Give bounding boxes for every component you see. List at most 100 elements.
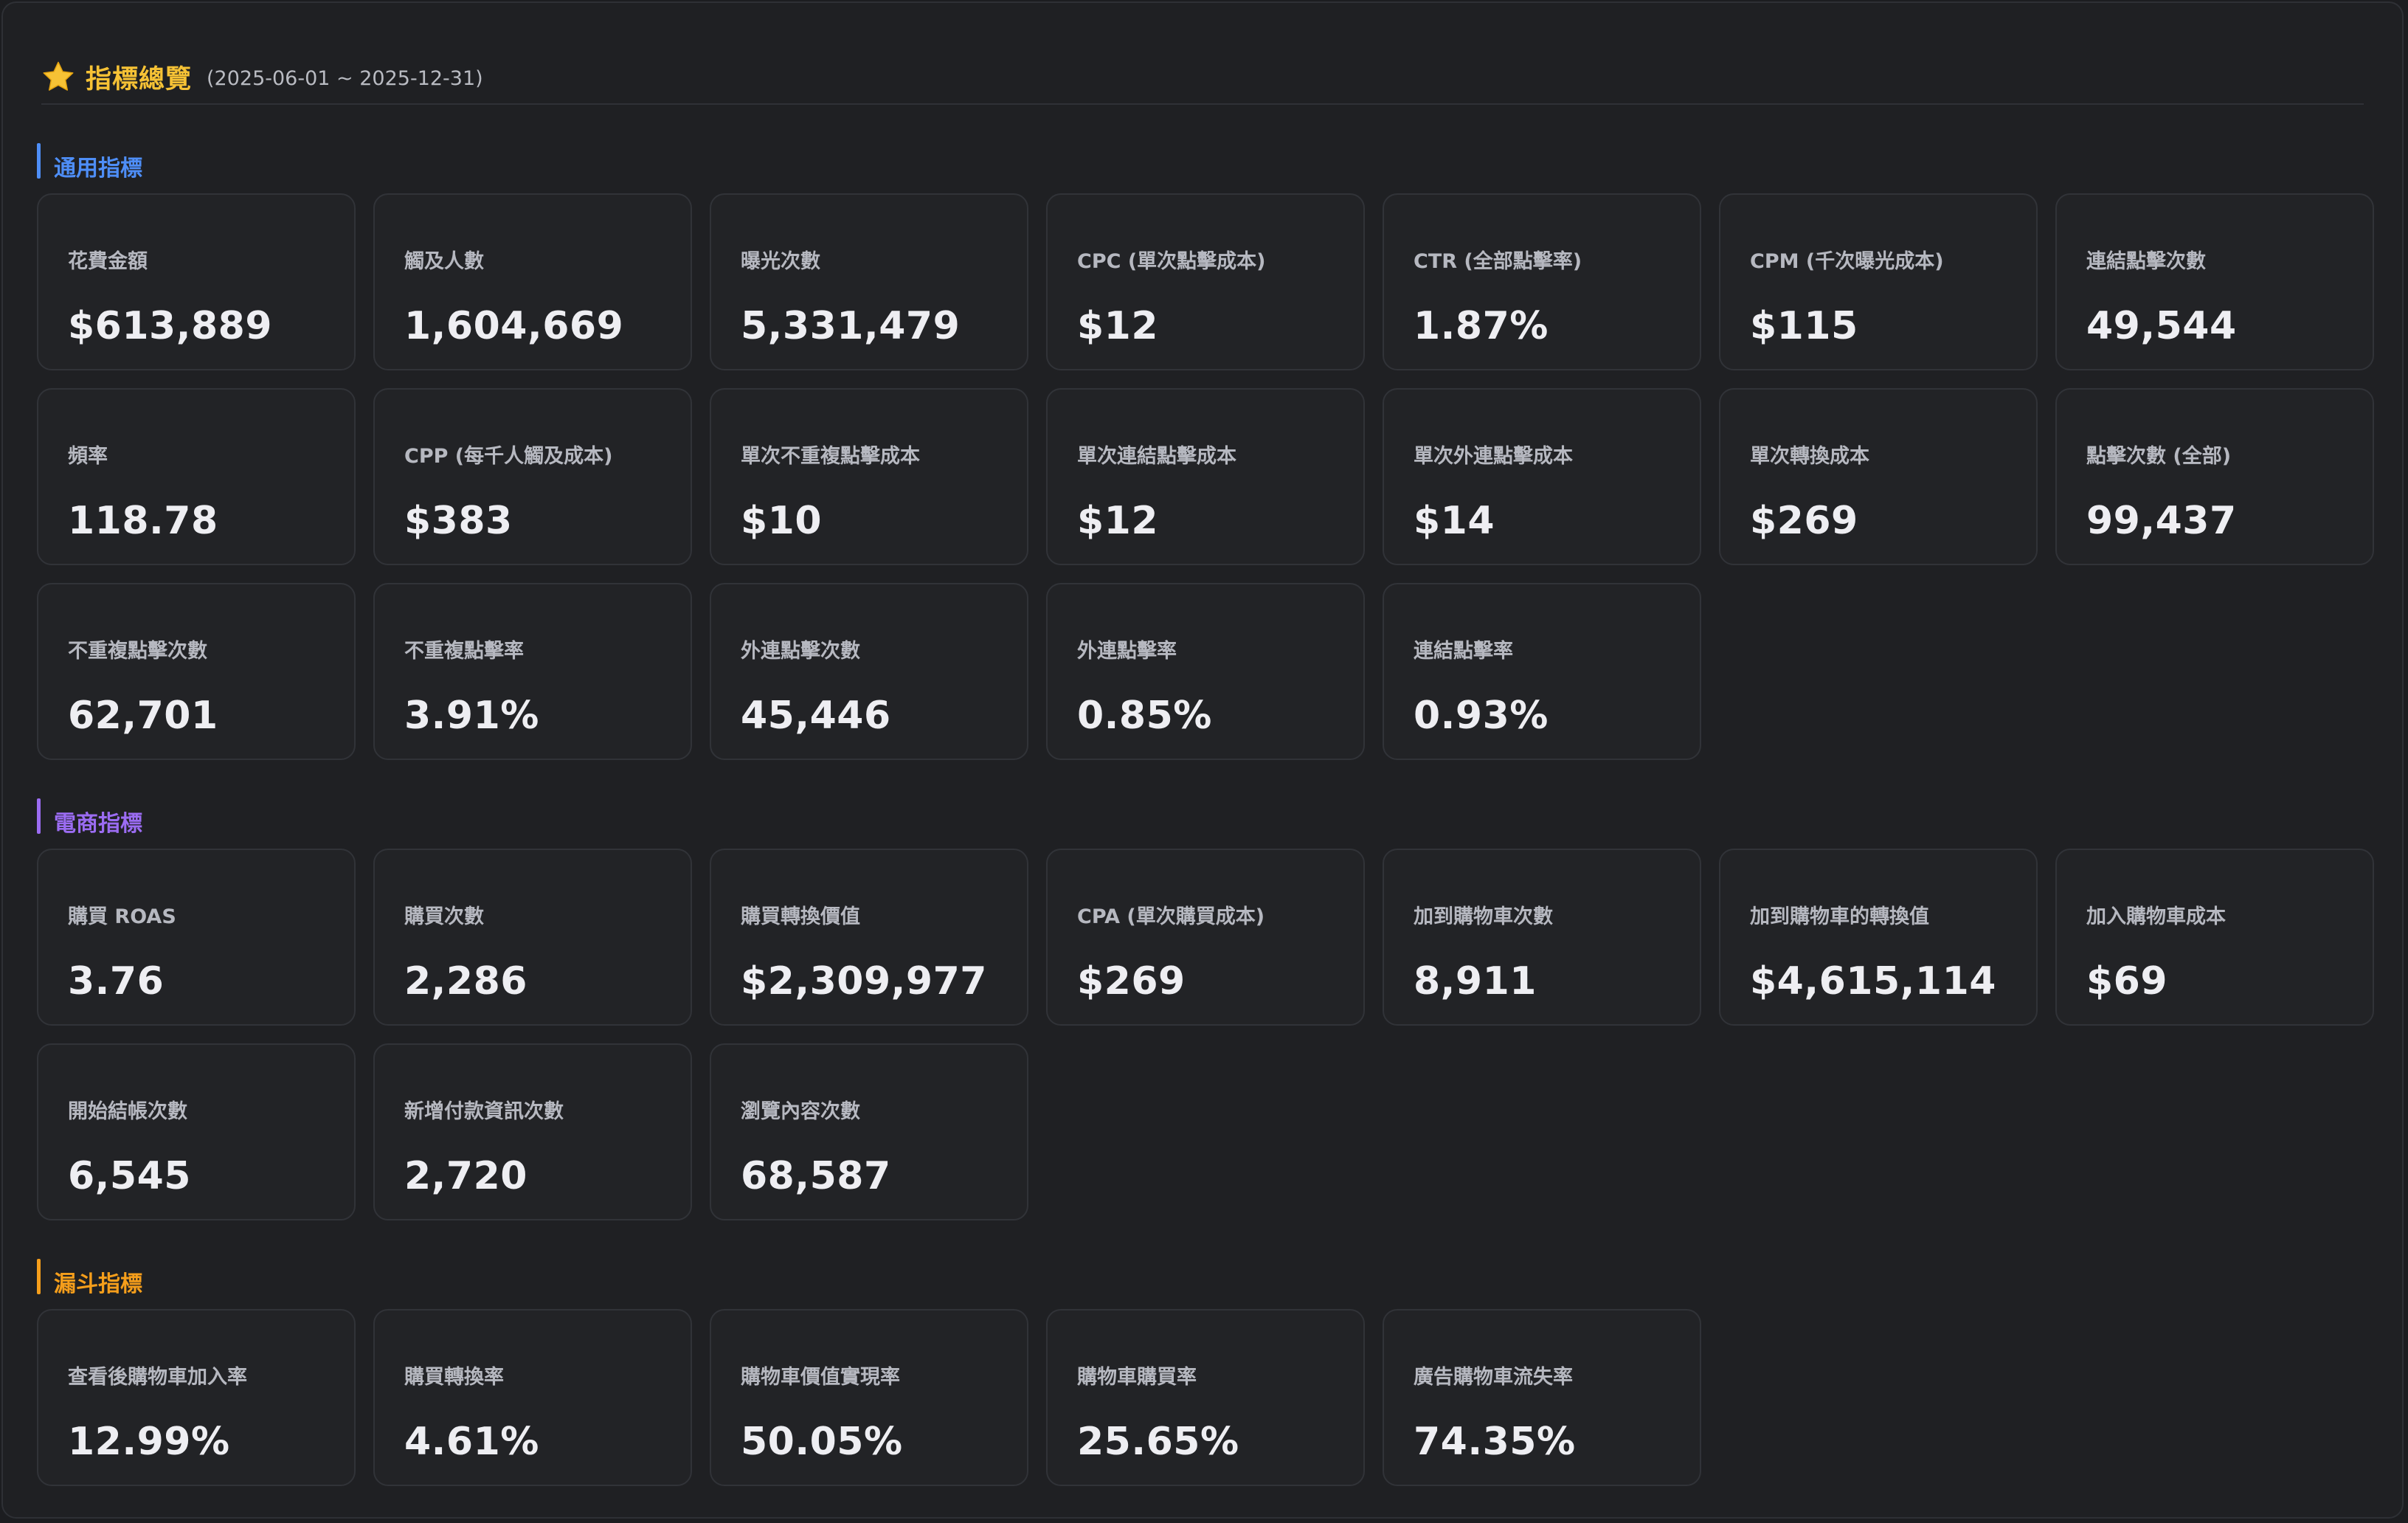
metric-value: 4.61% [404, 1420, 539, 1464]
metric-label: 購買轉換率 [404, 1366, 504, 1389]
section-title: 電商指標 [54, 811, 142, 837]
overview-header: 指標總覽 (2025-06-01 ~ 2025-12-31) [41, 53, 2364, 105]
metric-label: 購買轉換價值 [741, 905, 860, 928]
metric-value: 2,720 [404, 1154, 527, 1198]
section-ecommerce: 電商指標 [37, 795, 142, 837]
metric-card: CPM (千次曝光成本) $115 [1719, 193, 2038, 370]
metric-value: 118.78 [68, 499, 218, 543]
metric-value: 2,286 [404, 959, 527, 1004]
metric-label: 單次不重複點擊成本 [741, 445, 920, 468]
metric-value: 99,437 [2086, 499, 2237, 543]
metric-card: 外連點擊率 0.85% [1046, 583, 1365, 760]
metric-label: 加到購物車次數 [1414, 905, 1553, 928]
metric-card: 購買轉換價值 $2,309,977 [710, 849, 1028, 1026]
metric-value: 74.35% [1414, 1420, 1576, 1464]
metric-value: 8,911 [1414, 959, 1537, 1004]
star-icon [43, 61, 74, 91]
metric-label: 不重複點擊率 [404, 640, 524, 663]
metric-label: 單次外連點擊成本 [1414, 445, 1573, 468]
metric-card: 單次轉換成本 $269 [1719, 388, 2038, 565]
metric-label: 購物車購買率 [1077, 1366, 1197, 1389]
metric-card: 單次外連點擊成本 $14 [1383, 388, 1701, 565]
metric-value: 1.87% [1414, 304, 1549, 348]
section-accent-bar [37, 143, 41, 179]
metric-card: 點擊次數 (全部) 99,437 [2055, 388, 2374, 565]
metric-label: CPP (每千人觸及成本) [404, 445, 613, 468]
section-accent-bar [37, 1259, 41, 1294]
metric-value: $69 [2086, 959, 2168, 1004]
metric-value: $4,615,114 [1750, 959, 1996, 1004]
metric-card: 不重複點擊率 3.91% [373, 583, 692, 760]
metric-value: 49,544 [2086, 304, 2237, 348]
metric-label: 加到購物車的轉換值 [1750, 905, 1929, 928]
metric-card: 購物車購買率 25.65% [1046, 1309, 1365, 1486]
metric-label: 點擊次數 (全部) [2086, 445, 2232, 468]
section-funnel: 漏斗指標 [37, 1256, 142, 1297]
metric-card: 單次連結點擊成本 $12 [1046, 388, 1365, 565]
metric-value: 3.76 [68, 959, 165, 1004]
metric-value: 5,331,479 [741, 304, 961, 348]
metric-value: $10 [741, 499, 823, 543]
metric-card: 購物車價值實現率 50.05% [710, 1309, 1028, 1486]
metric-label: 外連點擊次數 [741, 640, 860, 663]
metric-value: 62,701 [68, 694, 218, 738]
metric-card: 加到購物車次數 8,911 [1383, 849, 1701, 1026]
metric-label: 連結點擊率 [1414, 640, 1513, 663]
metric-label: CPM (千次曝光成本) [1750, 250, 1944, 273]
page-title: 指標總覽 [86, 64, 193, 94]
metric-card: 購買轉換率 4.61% [373, 1309, 692, 1486]
metric-card: 頻率 118.78 [37, 388, 356, 565]
metric-card: 觸及人數 1,604,669 [373, 193, 692, 370]
metric-card: 加到購物車的轉換值 $4,615,114 [1719, 849, 2038, 1026]
metric-value: 1,604,669 [404, 304, 624, 348]
section-title: 漏斗指標 [54, 1271, 142, 1297]
metric-card: 單次不重複點擊成本 $10 [710, 388, 1028, 565]
metric-value: $14 [1414, 499, 1495, 543]
metric-label: 單次連結點擊成本 [1077, 445, 1236, 468]
metric-value: 25.65% [1077, 1420, 1239, 1464]
metric-value: $269 [1750, 499, 1858, 543]
metric-label: 購物車價值實現率 [741, 1366, 900, 1389]
metric-value: $12 [1077, 499, 1159, 543]
metric-card: 不重複點擊次數 62,701 [37, 583, 356, 760]
metric-label: 廣告購物車流失率 [1414, 1366, 1573, 1389]
metric-card: 加入購物車成本 $69 [2055, 849, 2374, 1026]
metric-value: 3.91% [404, 694, 539, 738]
metric-value: 45,446 [741, 694, 891, 738]
metric-value: 0.93% [1414, 694, 1549, 738]
metric-card: CPP (每千人觸及成本) $383 [373, 388, 692, 565]
date-range: (2025-06-01 ~ 2025-12-31) [207, 66, 483, 90]
metric-label: 查看後購物車加入率 [68, 1366, 247, 1389]
metric-value: $269 [1077, 959, 1186, 1004]
metric-label: 新增付款資訊次數 [404, 1100, 564, 1123]
metric-label: 不重複點擊次數 [68, 640, 207, 663]
metric-label: CPA (單次購買成本) [1077, 905, 1265, 928]
metric-card: 瀏覽內容次數 68,587 [710, 1043, 1028, 1220]
section-accent-bar [37, 798, 41, 834]
metric-label: 購買 ROAS [68, 905, 176, 928]
metric-value: 68,587 [741, 1154, 891, 1198]
metric-label: 外連點擊率 [1077, 640, 1177, 663]
section-title: 通用指標 [54, 156, 142, 182]
metric-value: $2,309,977 [741, 959, 987, 1004]
metric-card: 查看後購物車加入率 12.99% [37, 1309, 356, 1486]
metric-card: CPA (單次購買成本) $269 [1046, 849, 1365, 1026]
metric-card: 購買 ROAS 3.76 [37, 849, 356, 1026]
metric-card: CPC (單次點擊成本) $12 [1046, 193, 1365, 370]
metric-card: CTR (全部點擊率) 1.87% [1383, 193, 1701, 370]
metric-value: $115 [1750, 304, 1858, 348]
metric-label: CPC (單次點擊成本) [1077, 250, 1266, 273]
metric-value: 50.05% [741, 1420, 903, 1464]
metric-card: 連結點擊次數 49,544 [2055, 193, 2374, 370]
metric-value: $383 [404, 499, 513, 543]
metric-label: 觸及人數 [404, 250, 484, 273]
metric-label: CTR (全部點擊率) [1414, 250, 1582, 273]
metric-value: 12.99% [68, 1420, 230, 1464]
metric-label: 瀏覽內容次數 [741, 1100, 860, 1123]
metric-value: $613,889 [68, 304, 273, 348]
metric-card: 曝光次數 5,331,479 [710, 193, 1028, 370]
metric-label: 單次轉換成本 [1750, 445, 1869, 468]
metric-label: 頻率 [68, 445, 108, 468]
metric-label: 曝光次數 [741, 250, 820, 273]
metric-label: 花費金額 [68, 250, 148, 273]
